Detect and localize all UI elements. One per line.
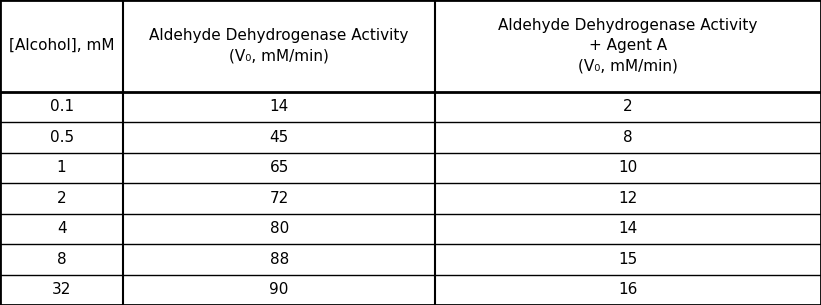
Text: 88: 88 [269, 252, 289, 267]
Text: 14: 14 [618, 221, 638, 236]
Text: 16: 16 [618, 282, 638, 297]
Text: 32: 32 [52, 282, 71, 297]
Text: 45: 45 [269, 130, 289, 145]
Text: 1: 1 [57, 160, 67, 175]
Text: Aldehyde Dehydrogenase Activity
(V₀, mM/min): Aldehyde Dehydrogenase Activity (V₀, mM/… [149, 28, 409, 63]
Text: 15: 15 [618, 252, 638, 267]
Text: 0.5: 0.5 [49, 130, 74, 145]
Text: 14: 14 [269, 99, 289, 114]
Text: 2: 2 [623, 99, 633, 114]
Text: 65: 65 [269, 160, 289, 175]
Text: 4: 4 [57, 221, 67, 236]
Text: 8: 8 [57, 252, 67, 267]
Text: 80: 80 [269, 221, 289, 236]
Text: 72: 72 [269, 191, 289, 206]
Text: 90: 90 [269, 282, 289, 297]
Text: [Alcohol], mM: [Alcohol], mM [9, 38, 114, 53]
Text: 10: 10 [618, 160, 638, 175]
Text: 12: 12 [618, 191, 638, 206]
Text: 2: 2 [57, 191, 67, 206]
Text: 0.1: 0.1 [49, 99, 74, 114]
Text: 8: 8 [623, 130, 633, 145]
Text: Aldehyde Dehydrogenase Activity
+ Agent A
(V₀, mM/min): Aldehyde Dehydrogenase Activity + Agent … [498, 18, 758, 73]
